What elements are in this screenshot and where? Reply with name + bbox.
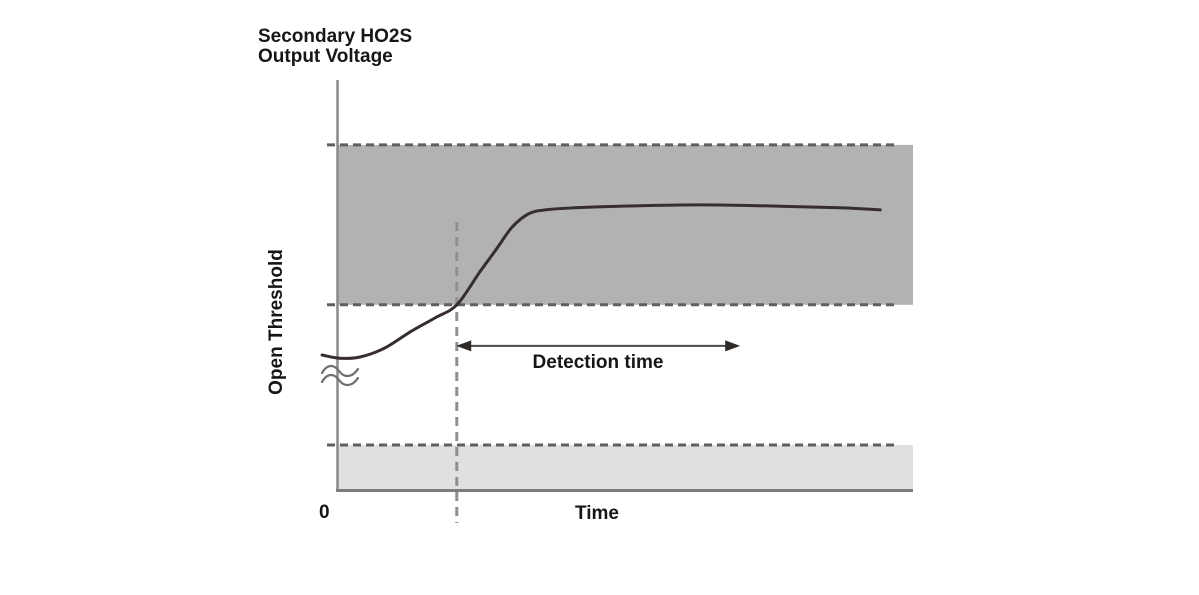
arrowhead-right-icon [725, 340, 741, 352]
axis-break-icon [320, 364, 360, 387]
arrowhead-left-icon [456, 340, 472, 352]
chart-title-line1: Secondary HO2S [258, 26, 413, 47]
origin-tick-label: 0 [319, 502, 330, 523]
chart-title-line2: Output Voltage [258, 46, 393, 67]
chart-title: Secondary HO2S Output Voltage [258, 27, 412, 67]
x-axis-label: Time [574, 503, 620, 524]
y-axis-label: Open Threshold [266, 249, 287, 395]
upper-threshold-band [338, 144, 913, 305]
detection-time-label: Detection time [532, 352, 664, 373]
lower-threshold-band [338, 445, 913, 491]
voltage-curve [320, 203, 882, 360]
detection-time-arrow [456, 340, 741, 352]
